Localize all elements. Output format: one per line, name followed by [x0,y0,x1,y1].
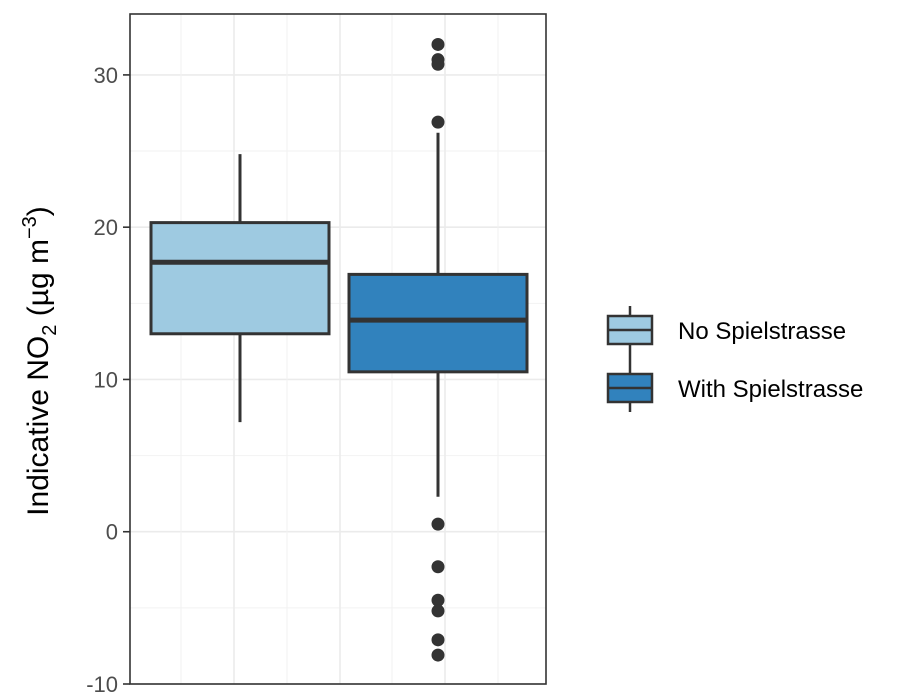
y-tick-label: -10 [86,672,118,697]
panel-border [129,13,547,685]
legend-label: No Spielstrasse [678,318,846,345]
outlier-point [431,37,445,51]
box-no-spielstrasse [149,154,331,423]
y-axis-title-subscript: 2 [39,325,61,336]
outlier-point [431,517,445,531]
box-layer [149,37,529,662]
box-with-spielstrasse [347,37,529,662]
outlier-point [431,633,445,647]
outlier-point [431,648,445,662]
y-tick-label: 10 [94,367,118,392]
y-axis-title-superscript: −3 [19,216,41,239]
y-tick-label: 20 [94,215,118,240]
outlier-point [431,57,445,71]
outlier-point [431,115,445,129]
outlier-point [431,604,445,618]
legend-label: With Spielstrasse [678,376,863,403]
outlier-point [431,593,445,607]
legend: No Spielstrasse With Spielstrasse [606,306,863,412]
y-axis-title-close: ) [22,206,55,216]
y-axis: -10 0 10 20 30 [86,63,130,697]
y-axis-title-prefix: Indicative NO [22,336,55,516]
y-axis-title: Indicative NO2 (µg m−3) [19,206,61,516]
iqr-box [347,272,529,374]
outlier-point [431,560,445,574]
y-axis-title-units: (µg m [22,239,55,325]
grid-lines [130,14,546,685]
y-tick-label: 30 [94,63,118,88]
iqr-box [149,221,331,336]
y-tick-label: 0 [106,520,118,545]
